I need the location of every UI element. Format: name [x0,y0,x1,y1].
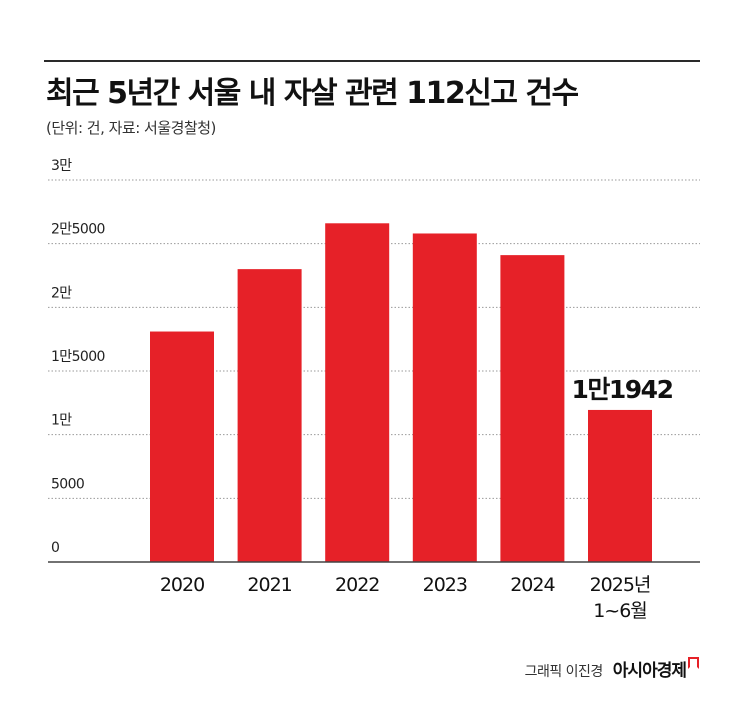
bar [588,409,652,562]
publisher-name: 아시아경제 [612,661,687,681]
y-tick-label: 1만5000 [51,349,105,365]
bar [150,331,214,562]
x-tick-label-line: 2023 [423,574,467,596]
x-tick-label-line: 1~6월 [593,600,647,622]
bar [237,269,302,562]
bar [412,233,477,563]
y-tick-label: 2만5000 [51,222,105,238]
x-tick-label: 2025년 1~6월 [590,574,651,622]
x-tick-label: 2024 [510,574,555,596]
bar [500,255,565,563]
x-tick-label: 2021 [247,574,291,596]
chart-subtitle: (단위: 건, 자료: 서울경찰청) [46,119,216,137]
x-tick-label-line: 2022 [335,574,379,596]
chart-title: 최근 5년간 서울 내 자살 관련 112신고 건수 [46,76,579,111]
x-tick-label-line: 2024 [510,574,555,596]
x-tick-label-line: 2025년 [590,574,651,596]
y-tick-label: 1만 [51,413,72,429]
publisher-logo: 아시아경제 [613,656,699,681]
credit: 그래픽 이진경 아시아경제 [525,656,699,681]
x-tick-label-line: 2021 [247,574,291,596]
y-tick-label: 5000 [51,476,84,492]
brand-mark-icon [688,657,699,670]
top-rule [44,60,700,62]
y-tick-label: 0 [51,540,59,556]
x-tick-label: 2020 [160,574,204,596]
bar [325,223,390,562]
y-tick-label: 2만 [51,285,72,301]
data-label: 1만1942 [572,375,673,404]
x-tick-label: 2022 [335,574,379,596]
x-tick-label: 2023 [423,574,467,596]
x-tick-label-line: 2020 [160,574,204,596]
graphic-credit: 그래픽 이진경 [524,664,604,680]
y-tick-label: 3만 [51,158,72,174]
